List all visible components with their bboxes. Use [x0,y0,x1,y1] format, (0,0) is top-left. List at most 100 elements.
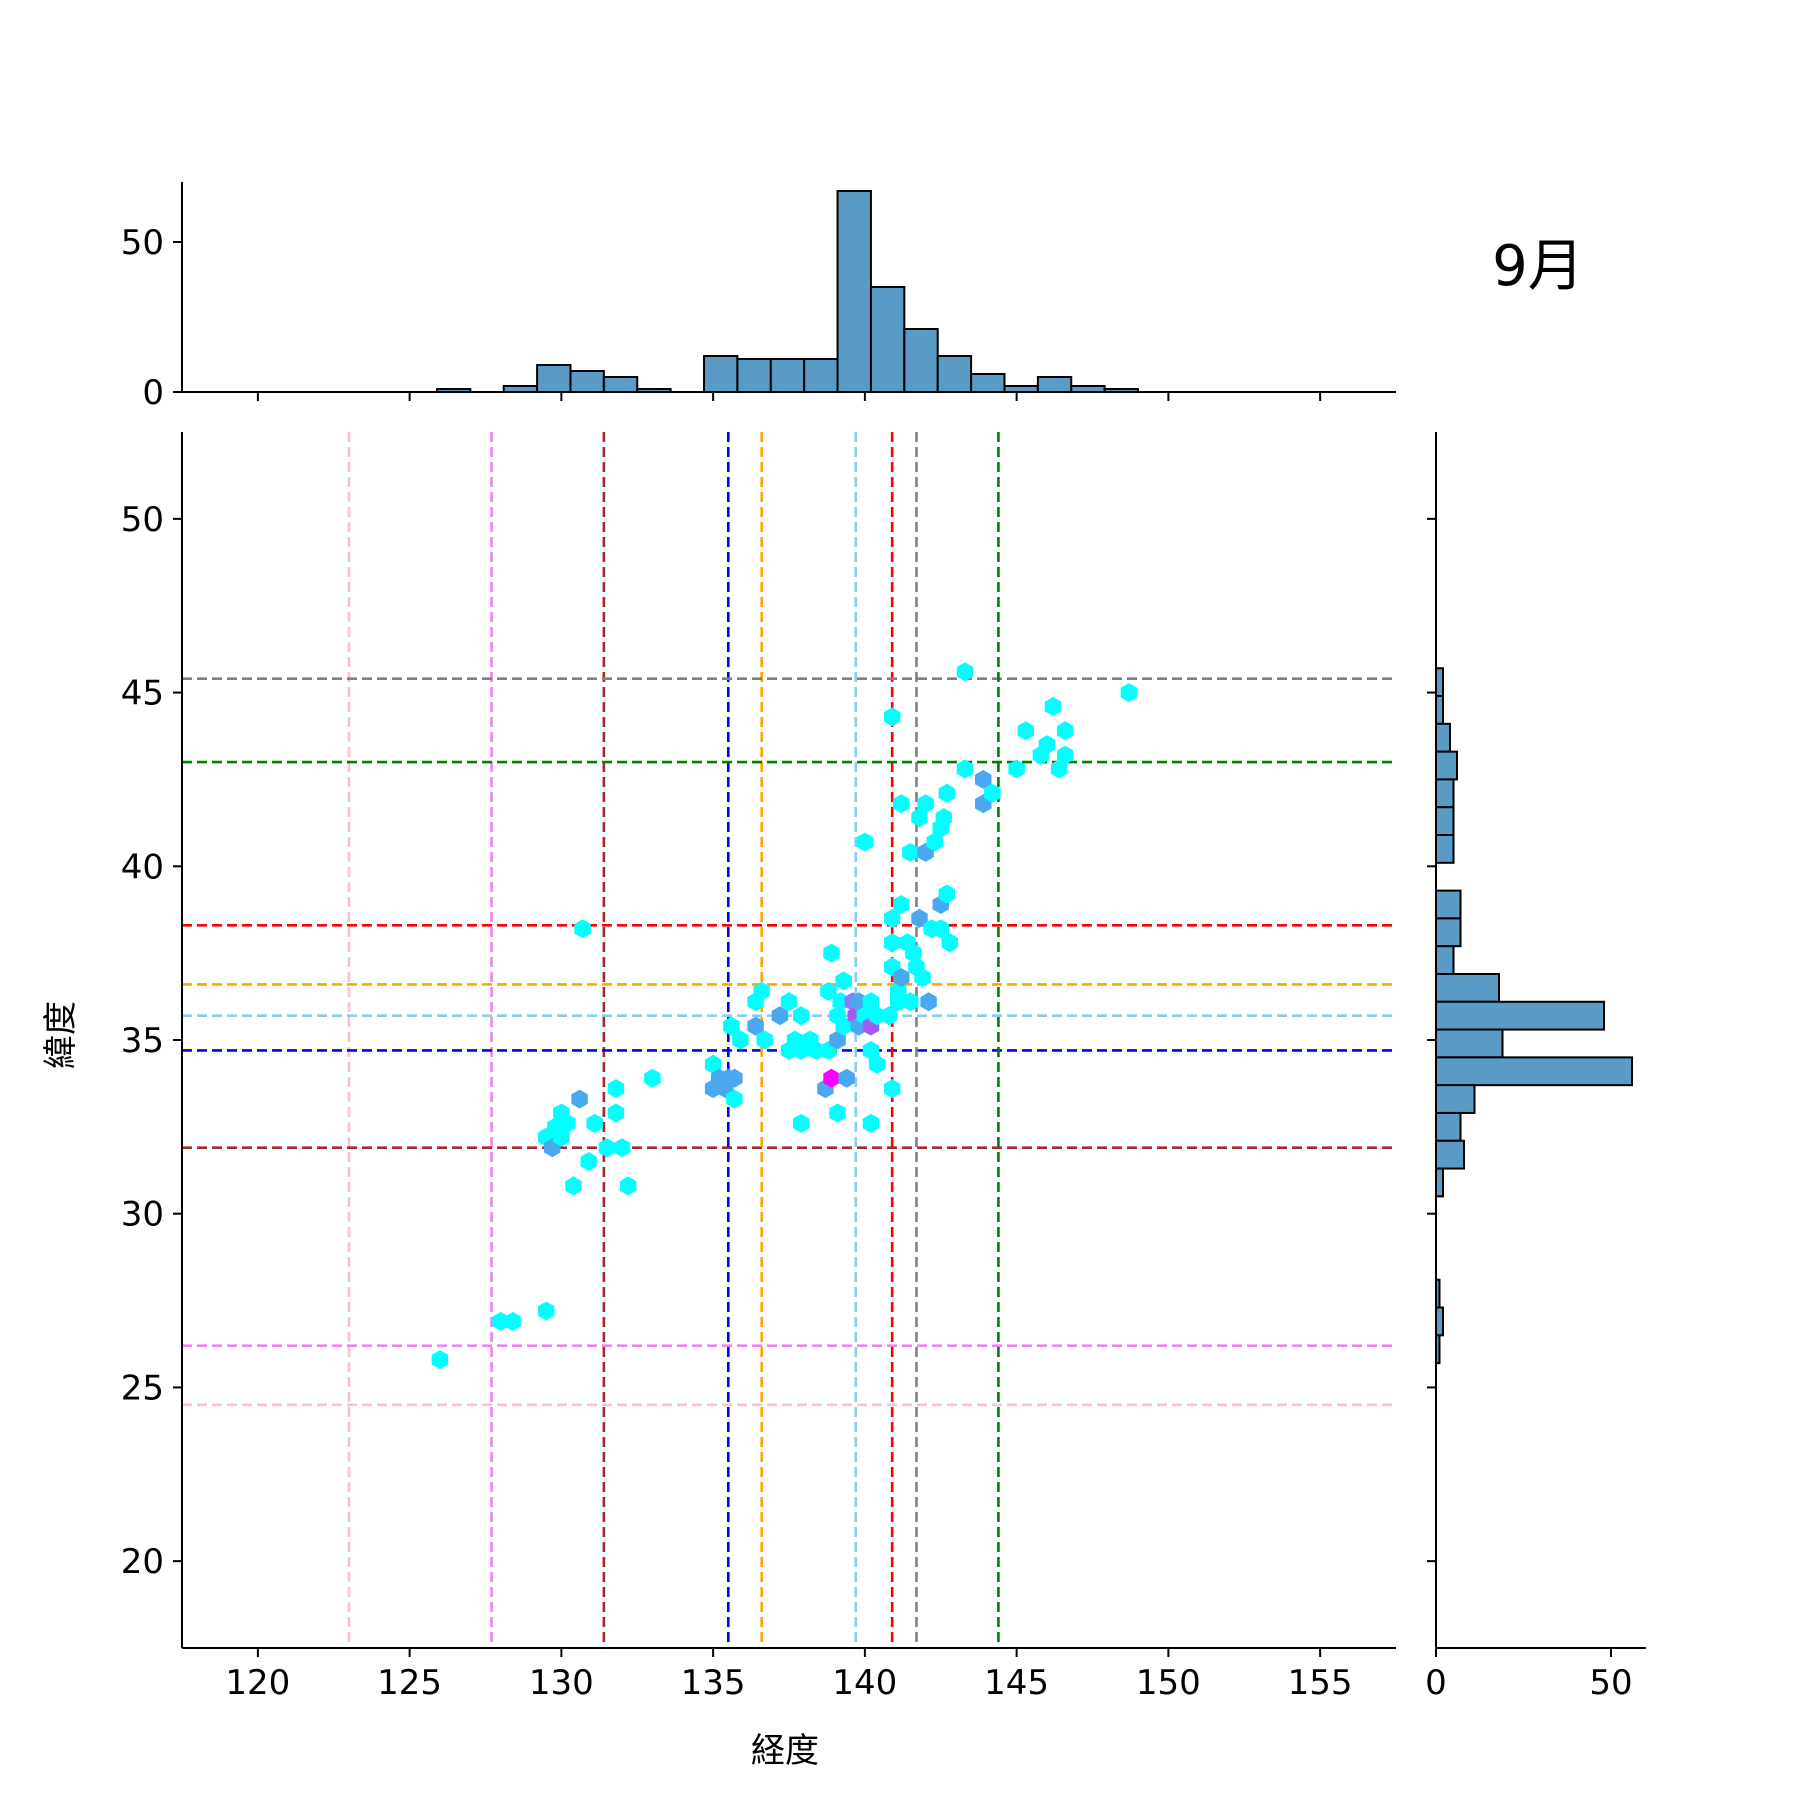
y-tick-label: 35 [121,1021,164,1061]
right-hist-bar [1435,1000,1605,1031]
right-hist-bar [1435,917,1462,948]
hexbin [820,981,837,1001]
x-tick-label: 140 [832,1663,897,1703]
hexbin [571,1089,588,1109]
x-axis-label: 経度 [751,1731,819,1771]
hexbin [884,933,901,953]
hexbin [747,1016,764,1036]
hexbin [914,968,931,987]
hexbin [732,1030,749,1050]
hexbin [893,794,910,814]
top-y-tick-label: 50 [121,223,164,263]
hexbin [884,908,901,928]
hexbin [823,1068,840,1088]
top-hist-bar [736,358,772,393]
y-tick-label: 30 [121,1195,164,1235]
hexbin [1120,683,1138,703]
right-hist-bar [1435,834,1455,864]
right-histogram: 0 50 [1425,432,1646,1703]
hexbin [565,1176,582,1196]
top-hist-bar [703,355,739,393]
hexbin [868,1054,886,1074]
hexbin [607,1079,625,1099]
right-hist-bar [1435,972,1500,1003]
hexbin [920,992,937,1012]
hexbin [780,992,798,1012]
hexbin [902,992,919,1012]
hexbin [932,919,949,939]
y-tick-label: 40 [121,847,164,887]
hexbin [893,968,910,987]
right-hist-bar [1435,722,1451,753]
hexbin [905,943,922,963]
top-hist-bar [970,373,1006,393]
hexbin [504,1311,521,1331]
hexbin [941,933,959,953]
hexbin [613,1138,631,1158]
hexbin [753,981,770,1001]
hexbin [771,1006,789,1026]
top-hist-bar [836,190,872,393]
hexbin [756,1030,773,1050]
hexbin [856,832,874,852]
hexbin [862,1040,880,1060]
hexbin [1057,745,1074,765]
hexbin [1008,759,1025,779]
right-hist-bar [1435,778,1455,809]
right-hist-bar [1435,806,1455,837]
hexbin [917,794,934,814]
hexbin [1050,759,1068,779]
hexbin [792,1006,810,1026]
hexbin [935,808,952,828]
x-tick-label: 125 [377,1663,442,1703]
right-hist-bar [1435,1139,1465,1170]
x-tick-label: 145 [984,1663,1049,1703]
top-y-tick-label: 0 [142,373,164,413]
right-hist-bar [1435,889,1462,920]
top-hist-bar [803,358,839,393]
hexbin [984,783,1001,803]
hexbin [580,1152,597,1172]
right-x-tick-label: 0 [1425,1663,1447,1703]
top-hist-bar [569,370,605,393]
hexbin [911,908,928,928]
y-tick-label: 20 [121,1542,164,1582]
hexbin [838,1068,855,1088]
hexbin [884,1079,901,1099]
hexbin [829,1030,846,1050]
y-tick-label: 25 [121,1368,164,1408]
hexbin [704,1054,722,1074]
hexbin [726,1068,743,1088]
hexbin [1017,721,1034,741]
x-tick-label: 135 [681,1663,746,1703]
hexbin [644,1068,661,1088]
right-hist-bar [1435,667,1444,698]
hexbin [1044,697,1062,716]
right-hist-bar [1435,1306,1444,1337]
top-hist-bar [936,355,973,393]
hexbin [835,1016,852,1036]
right-x-tick-label: 50 [1589,1663,1632,1703]
hexbin [823,943,840,963]
hexbin [607,1103,625,1123]
hexbin [938,884,955,904]
right-hist-bar [1435,750,1458,781]
hexbin [956,759,974,779]
hexbin [723,1016,740,1036]
hexbin [884,707,901,727]
right-hist-bar [1435,1167,1444,1198]
hexbin [1057,721,1074,741]
hexbin [893,895,910,914]
top-hist-bar [869,286,906,393]
hexbin [1038,735,1056,755]
hexbin [619,1176,637,1196]
hexbin [911,808,928,828]
top-hist-bar [769,358,806,393]
x-tick-label: 155 [1288,1663,1353,1703]
y-axis-label: 緯度 [41,1001,81,1069]
hexbin [975,769,992,789]
top-hist-bar [1036,376,1073,393]
right-hist-bar [1435,1056,1633,1087]
